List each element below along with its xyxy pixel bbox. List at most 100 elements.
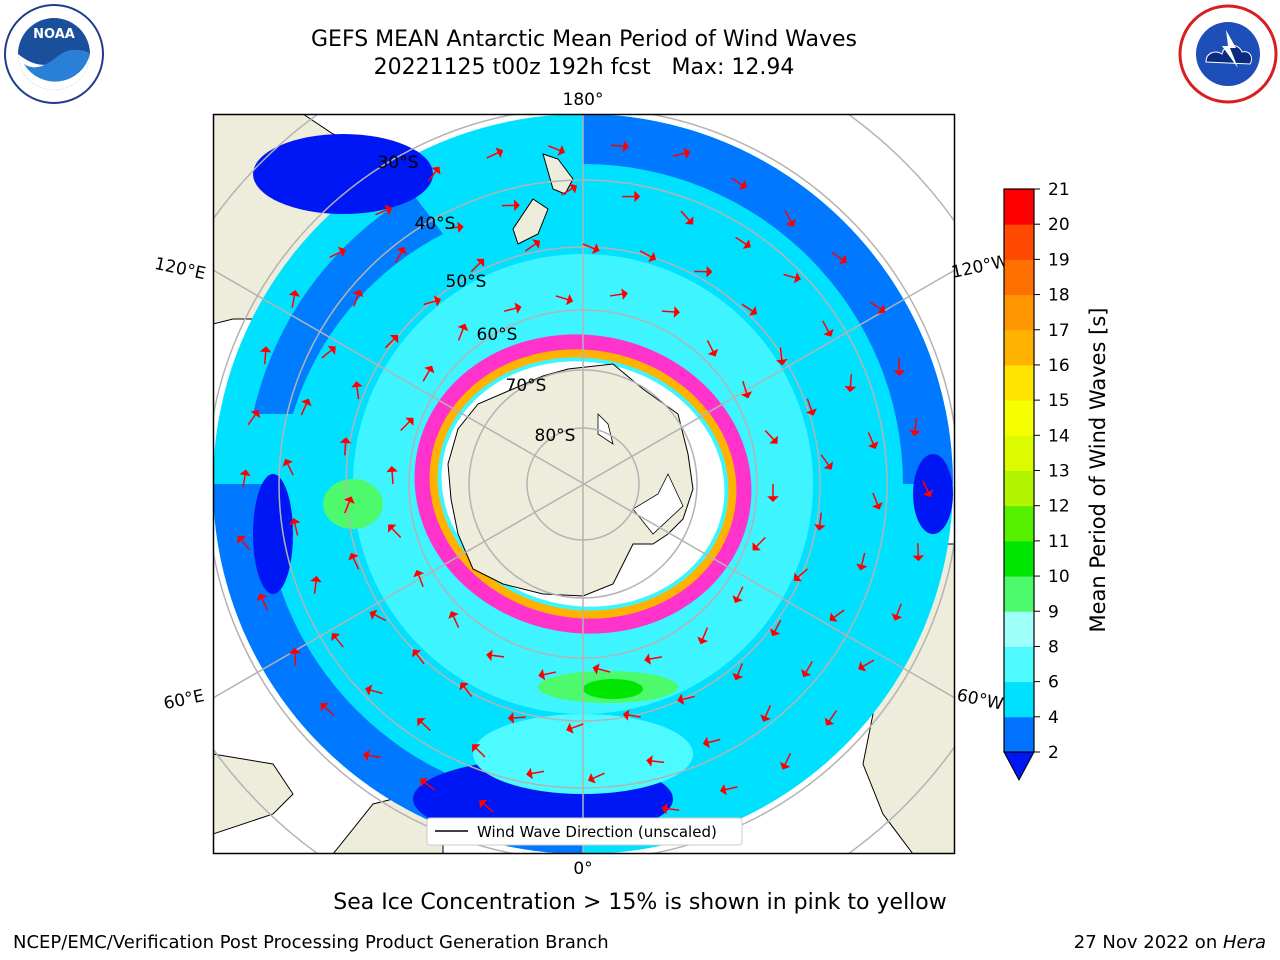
wind-wave-arrow-head xyxy=(805,408,817,416)
colorbar-segment xyxy=(1004,189,1034,225)
wind-wave-arrow-head xyxy=(740,391,753,399)
wind-wave-arrow xyxy=(872,492,879,506)
antarctica-land xyxy=(447,363,694,597)
new-zealand-north xyxy=(542,153,574,195)
colorbar-tick-label: 2 xyxy=(1048,743,1059,763)
wind-wave-arrow-head xyxy=(417,717,426,727)
wind-wave-arrow-head xyxy=(239,469,251,477)
wind-wave-arrow-head xyxy=(706,265,713,278)
wind-wave-arrow-head xyxy=(457,323,469,332)
wind-wave-arrow xyxy=(820,454,830,466)
wind-wave-arrow-head xyxy=(893,370,906,377)
wind-wave-arrow-head xyxy=(566,722,574,734)
wind-wave-arrow xyxy=(666,807,680,811)
colorbar-under-triangle xyxy=(1003,751,1035,782)
wind-wave-arrow xyxy=(294,652,297,666)
wind-wave-arrow-head xyxy=(801,669,812,678)
wind-wave-arrow xyxy=(831,251,844,261)
wind-wave-arrow xyxy=(822,320,830,333)
colorbar-segment xyxy=(1004,540,1034,577)
wind-wave-arrow-head xyxy=(767,496,779,503)
legend-label: Wind Wave Direction (unscaled) xyxy=(477,823,717,841)
colorbar-tick-label: 10 xyxy=(1048,567,1070,587)
new-zealand-south xyxy=(512,198,549,245)
colorbar: 2 4 6 8 9 10 11 12 13 14 15 16 17 18 19 20 21 xyxy=(1003,180,1070,782)
wind-wave-arrow-head xyxy=(793,572,803,582)
wind-wave-arrow xyxy=(898,358,901,372)
wind-wave-arrow xyxy=(247,413,257,426)
wind-wave-arrow-head xyxy=(858,661,867,672)
wind-wave-arrow xyxy=(475,747,486,758)
wind-wave-arrow-head xyxy=(752,542,761,551)
wind-wave-arrow-head xyxy=(259,346,272,353)
wind-wave-arrow xyxy=(369,689,383,695)
wind-wave-arrow xyxy=(555,295,569,301)
wind-wave-arrow xyxy=(486,151,499,159)
wind-wave-arrow xyxy=(639,250,652,258)
wind-wave-arrow xyxy=(427,170,437,182)
colorbar-tick-label: 20 xyxy=(1048,215,1070,235)
lon-label-60w: 60°W xyxy=(955,685,1005,714)
wind-wave-arrow xyxy=(917,543,920,557)
nws-logo-icon xyxy=(1178,4,1278,104)
wind-wave-arrow-head xyxy=(448,611,459,619)
wind-wave-arrow-head xyxy=(644,653,651,665)
wind-wave-arrow-head xyxy=(514,302,522,314)
wave-band-outer-ne xyxy=(583,114,953,484)
wind-wave-arrow xyxy=(286,463,294,476)
wind-wave-arrow xyxy=(731,177,744,186)
polar-map: 30°S 40°S 50°S 60°S 70°S 80°S 180° 120°E… xyxy=(153,90,1011,879)
wind-wave-arrow xyxy=(463,685,473,698)
colorbar-label: Mean Period of Wind Waves [s] xyxy=(1086,307,1110,633)
wind-wave-arrow-head xyxy=(411,649,422,658)
wind-wave-arrow-head xyxy=(413,569,425,578)
wind-wave-arrow xyxy=(313,580,317,594)
wind-wave-arrow-head xyxy=(829,612,838,622)
wave-band-deep-blue-1 xyxy=(253,134,433,214)
lon-label-60e: 60°E xyxy=(162,686,206,714)
colorbar-tick-label: 9 xyxy=(1048,602,1059,622)
wave-period-9-patch-1 xyxy=(323,479,383,529)
wind-wave-arrow-head xyxy=(867,441,879,449)
colorbar-tick-label: 13 xyxy=(1048,462,1070,482)
wind-wave-arrow-head xyxy=(352,289,364,298)
map-subtitle: 20221125 t00z 192h fcst Max: 12.94 xyxy=(373,55,795,80)
wind-wave-arrow-head xyxy=(785,219,796,227)
wind-wave-arrow-head xyxy=(769,628,781,637)
ronne-ice-shelf xyxy=(597,413,614,445)
wind-wave-arrow-head xyxy=(592,663,600,675)
wind-wave-arrow xyxy=(422,369,431,382)
map-title: GEFS MEAN Antarctic Mean Period of Wind … xyxy=(311,27,857,52)
wind-wave-arrow xyxy=(503,307,517,312)
wind-wave-arrow xyxy=(423,781,435,791)
lat-label-50: 50°S xyxy=(446,272,487,292)
wind-wave-arrow-head xyxy=(742,239,751,249)
wind-wave-arrow xyxy=(261,597,268,611)
wind-wave-arrow-head xyxy=(565,293,574,306)
wind-wave-arrow-head xyxy=(877,304,886,314)
wind-wave-arrow xyxy=(914,418,918,432)
colorbar-segment xyxy=(1004,364,1034,401)
lat-label-30: 30°S xyxy=(378,153,419,173)
footer-branch: NCEP/EMC/Verification Post Processing Pr… xyxy=(13,932,609,953)
wind-wave-arrow-head xyxy=(369,609,378,620)
sea-ice-caption: Sea Ice Concentration > 15% is shown in … xyxy=(333,890,947,915)
lon-label-120e: 120°E xyxy=(153,254,208,284)
lon-label-0: 0° xyxy=(573,859,592,879)
wind-wave-arrow-head xyxy=(338,246,346,258)
wind-wave-arrow-head xyxy=(327,345,336,355)
wind-wave-arrow xyxy=(391,527,402,539)
wind-wave-arrow xyxy=(334,636,344,648)
wind-wave-arrow-head xyxy=(457,221,464,234)
wind-wave-arrow-head xyxy=(683,147,691,159)
colorbar-segment xyxy=(1004,576,1034,612)
wind-wave-arrow-head xyxy=(388,524,397,533)
wind-wave-arrow-head xyxy=(648,251,657,262)
wind-wave-arrow xyxy=(400,420,411,432)
noaa-logo-text: NOAA xyxy=(33,27,75,42)
wind-wave-arrow-head xyxy=(250,409,261,419)
wind-wave-arrow xyxy=(470,261,482,273)
colorbar-segment xyxy=(1004,505,1034,542)
wind-wave-arrow xyxy=(530,770,545,775)
map-frame xyxy=(212,113,956,855)
